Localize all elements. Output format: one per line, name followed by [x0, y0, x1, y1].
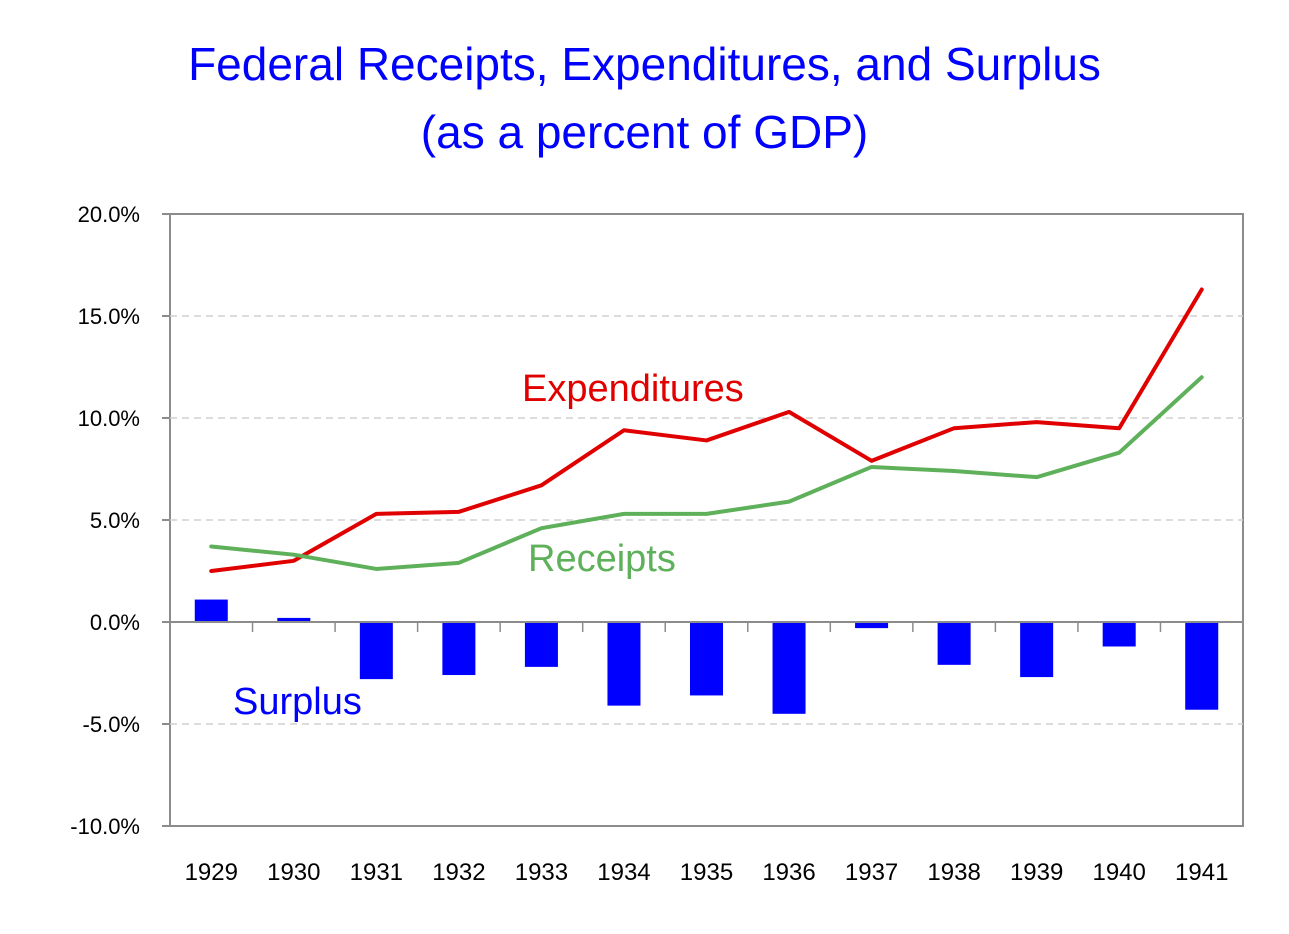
x-tick-label: 1932: [432, 859, 485, 886]
surplus-bar: [937, 622, 971, 665]
surplus-bar: [1185, 622, 1219, 710]
surplus-bar: [194, 599, 228, 622]
chart-subtitle: (as a percent of GDP): [420, 106, 869, 158]
surplus-bar: [607, 622, 641, 706]
surplus-bar: [689, 622, 724, 696]
x-tick-label: 1941: [1175, 859, 1228, 886]
surplus-bar: [442, 622, 476, 676]
x-tick-label: 1935: [680, 859, 733, 886]
surplus-bar: [772, 622, 806, 714]
y-tick-label: 0.0%: [90, 610, 140, 635]
x-tick-label: 1937: [845, 859, 898, 886]
surplus-annotation: Surplus: [233, 681, 362, 723]
expenditures-annotation: Expenditures: [522, 368, 744, 410]
y-tick-label: 10.0%: [78, 406, 140, 431]
surplus-bar: [277, 617, 311, 622]
x-tick-label: 1936: [762, 859, 815, 886]
y-tick-label: 15.0%: [78, 304, 140, 329]
x-tick-label: 1940: [1092, 859, 1145, 886]
receipts-line: [209, 375, 1204, 571]
y-tick-label: 20.0%: [78, 202, 140, 227]
surplus-bar: [524, 622, 558, 667]
x-tick-label: 1939: [1010, 859, 1063, 886]
surplus-bar: [855, 622, 889, 629]
surplus-bar: [359, 622, 393, 680]
y-tick-label: -10.0%: [70, 814, 140, 839]
x-tick-label: 1930: [267, 859, 320, 886]
surplus-bar: [1020, 622, 1054, 678]
y-tick-label: 5.0%: [90, 508, 140, 533]
x-tick-label: 1929: [185, 859, 238, 886]
chart-title: Federal Receipts, Expenditures, and Surp…: [188, 38, 1101, 90]
receipts-annotation: Receipts: [528, 538, 676, 580]
surplus-bar: [1102, 622, 1136, 647]
expenditures-line: [209, 287, 1204, 573]
x-tick-label: 1938: [927, 859, 980, 886]
x-tick-label: 1933: [515, 859, 568, 886]
x-tick-label: 1934: [597, 859, 650, 886]
y-tick-label: -5.0%: [83, 712, 140, 737]
x-tick-label: 1931: [350, 859, 403, 886]
